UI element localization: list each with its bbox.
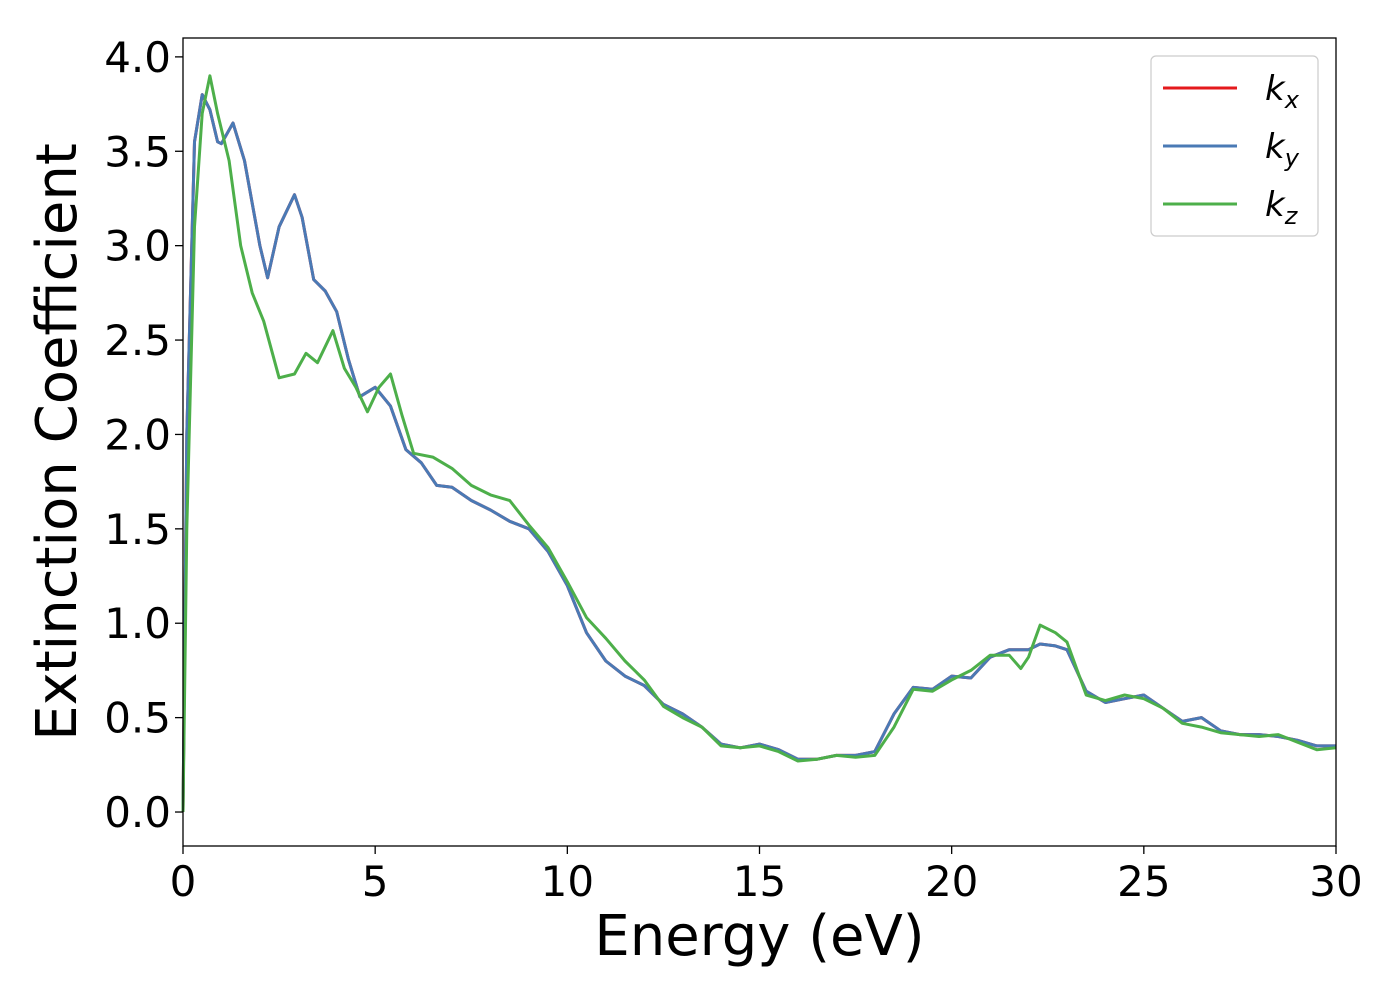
legend-label-base: k xyxy=(1265,127,1286,167)
series-layer xyxy=(181,74,1337,813)
legend-label-base: k xyxy=(1265,69,1286,109)
x-axis: 0 5 10 15 20 25 30 xyxy=(170,846,1363,906)
legend-label: kx xyxy=(1265,69,1300,114)
legend-label-subscript: x xyxy=(1284,86,1300,114)
x-tick-label: 30 xyxy=(1309,857,1362,906)
y-tick-label: 1.0 xyxy=(104,599,171,648)
legend-label: ky xyxy=(1265,127,1300,172)
y-tick-label: 2.5 xyxy=(104,316,171,365)
y-tick-label: 4.0 xyxy=(104,33,171,82)
legend-label-subscript: z xyxy=(1284,202,1299,230)
x-tick-label: 15 xyxy=(733,857,786,906)
y-axis-title: Extinction Coefficient xyxy=(25,143,90,741)
y-tick-label: 3.5 xyxy=(104,127,171,176)
x-tick-label: 5 xyxy=(362,857,389,906)
x-tick-label: 20 xyxy=(925,857,978,906)
x-tick-label: 25 xyxy=(1117,857,1170,906)
series-line-ky xyxy=(181,93,1336,813)
x-tick-label: 0 xyxy=(170,857,197,906)
y-tick-label: 0.0 xyxy=(104,788,171,837)
legend-label-base: k xyxy=(1265,185,1286,225)
y-tick-label: 1.5 xyxy=(104,505,171,554)
y-tick-label: 3.0 xyxy=(104,222,171,271)
series-line-kz xyxy=(181,74,1337,813)
y-tick-label: 0.5 xyxy=(104,694,171,743)
x-axis-title: Energy (eV) xyxy=(594,904,924,969)
y-tick-label: 2.0 xyxy=(104,410,171,459)
legend-label: kz xyxy=(1265,185,1299,230)
y-axis: 0.0 0.5 1.0 1.5 2.0 2.5 3.0 3.5 4.0 xyxy=(104,33,183,837)
x-tick-label: 10 xyxy=(541,857,594,906)
legend-label-subscript: y xyxy=(1284,144,1300,172)
